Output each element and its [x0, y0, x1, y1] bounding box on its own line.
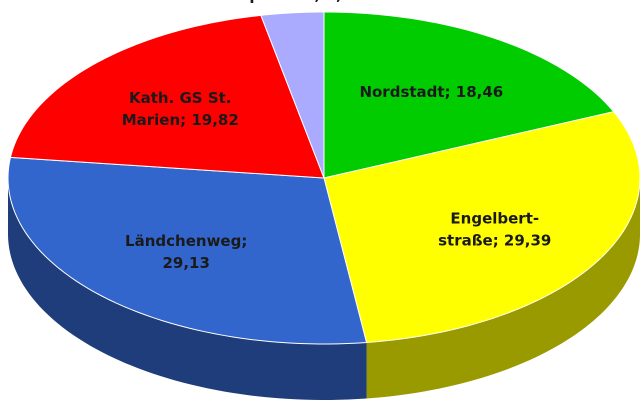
slice — [323, 111, 641, 344]
slice — [323, 11, 615, 179]
data-label: Engelbert-straße; 29,39 — [438, 209, 551, 249]
slice — [9, 14, 325, 179]
slice — [7, 156, 368, 345]
data-label: Kath. GS St. Marien; 19,82 — [122, 89, 239, 129]
pie-sides — [8, 178, 640, 400]
slice-side — [8, 178, 367, 400]
data-label: Nordstadt; 18,46 — [359, 82, 503, 100]
pie-tops — [7, 11, 641, 345]
slice — [260, 11, 325, 179]
slice-side — [366, 178, 640, 399]
data-label: Auspendler; 3,20 — [218, 0, 363, 3]
data-label: Ländchenweg; 29,13 — [125, 232, 247, 272]
